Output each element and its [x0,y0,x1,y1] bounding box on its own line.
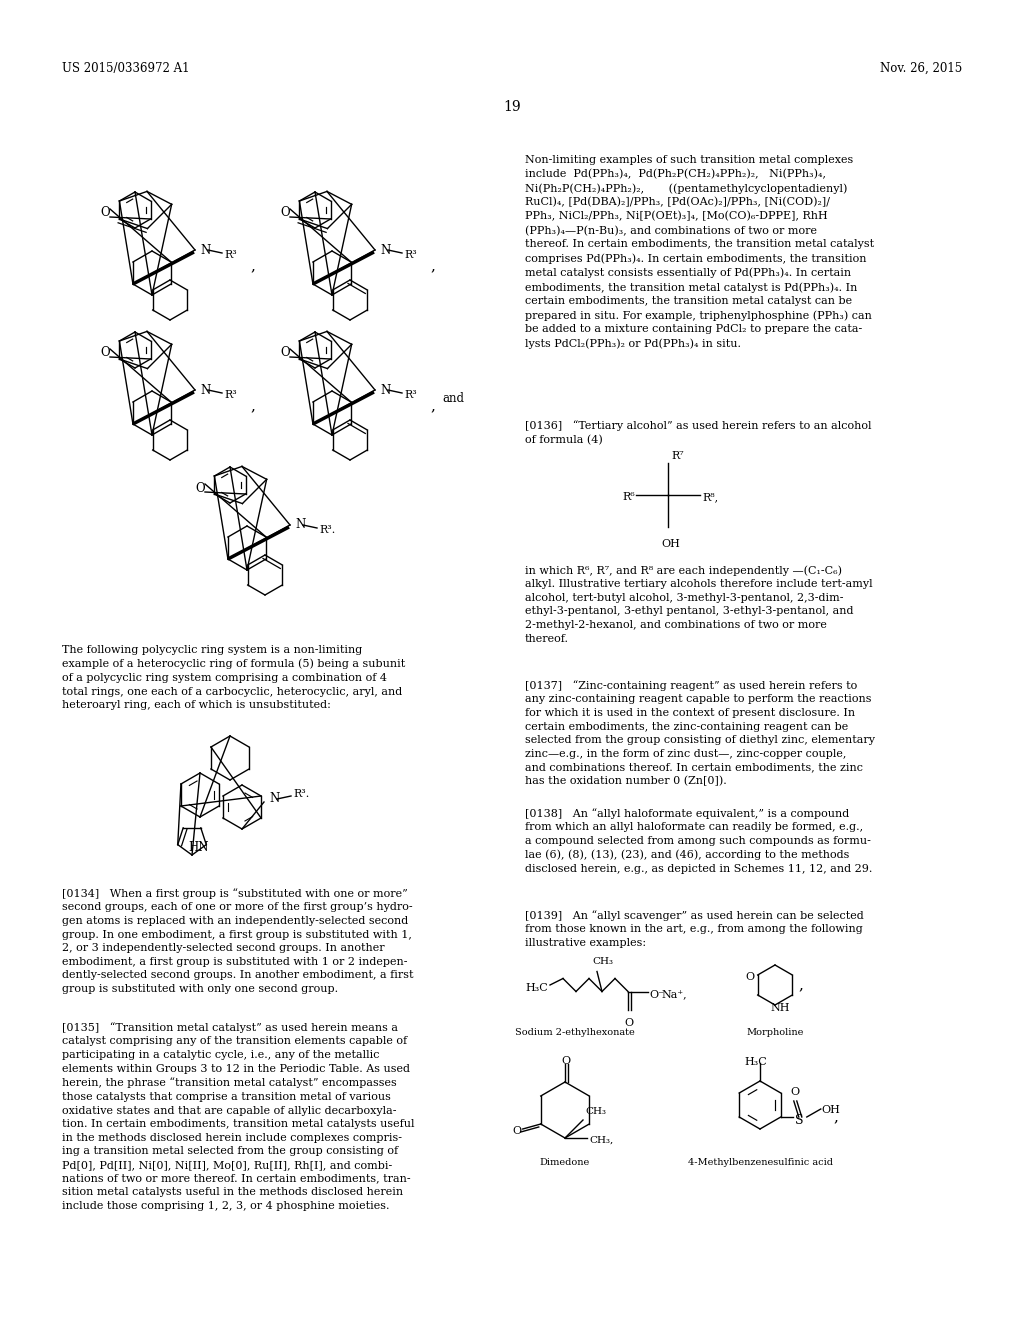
Text: O: O [791,1086,800,1097]
Text: R³: R³ [404,389,417,400]
Text: R³: R³ [224,249,237,260]
Text: The following polycyclic ring system is a non-limiting
example of a heterocyclic: The following polycyclic ring system is … [62,645,406,710]
Text: N: N [380,384,390,396]
Text: H₃C: H₃C [525,983,548,993]
Text: HN: HN [188,841,209,854]
Text: Non-limiting examples of such transition metal complexes
include  Pd(PPh₃)₄,  Pd: Non-limiting examples of such transition… [525,154,874,348]
Text: [0135]   “Transition metal catalyst” as used herein means a
catalyst comprising : [0135] “Transition metal catalyst” as us… [62,1022,415,1210]
Text: CH₃: CH₃ [592,957,613,966]
Text: N: N [200,243,210,256]
Text: Dimedone: Dimedone [540,1158,590,1167]
Text: O⁻: O⁻ [649,990,664,999]
Text: O: O [561,1056,570,1067]
Text: O: O [196,482,205,495]
Text: N: N [380,243,390,256]
Text: Nov. 26, 2015: Nov. 26, 2015 [880,62,962,75]
Text: O: O [100,206,110,219]
Text: ,: , [430,399,435,413]
Text: Na⁺,: Na⁺, [662,990,687,999]
Text: H₃C: H₃C [744,1057,767,1067]
Text: ,: , [430,259,435,273]
Text: OH: OH [822,1105,841,1115]
Text: in which R⁶, R⁷, and R⁸ are each independently —(C₁-C₆)
alkyl. Illustrative tert: in which R⁶, R⁷, and R⁸ are each indepen… [525,565,872,644]
Text: R⁸,: R⁸, [702,492,718,502]
Text: O: O [281,346,290,359]
Text: ,: , [834,1110,839,1125]
Text: [0138]   An “allyl haloformate equivalent,” is a compound
from which an allyl ha: [0138] An “allyl haloformate equivalent,… [525,808,872,874]
Text: [0139]   An “allyl scavenger” as used herein can be selected
from those known in: [0139] An “allyl scavenger” as used here… [525,909,864,948]
Text: R³.: R³. [293,789,309,799]
Text: S: S [795,1114,803,1126]
Text: R⁶: R⁶ [622,492,635,502]
Text: [0137]   “Zinc-containing reagent” as used herein refers to
any zinc-containing : [0137] “Zinc-containing reagent” as used… [525,680,874,787]
Text: ,: , [250,399,255,413]
Text: O: O [281,206,290,219]
Text: O: O [513,1126,522,1137]
Text: US 2015/0336972 A1: US 2015/0336972 A1 [62,62,189,75]
Text: R⁷: R⁷ [671,451,684,461]
Text: and: and [442,392,464,405]
Text: OH: OH [662,539,680,549]
Text: N: N [295,519,305,532]
Text: ,: , [250,259,255,273]
Text: N: N [269,792,280,805]
Text: R³: R³ [404,249,417,260]
Text: O: O [100,346,110,359]
Text: Sodium 2-ethylhexonate: Sodium 2-ethylhexonate [515,1028,635,1038]
Text: CH₃,: CH₃, [589,1135,613,1144]
Text: R³: R³ [224,389,237,400]
Text: 19: 19 [503,100,521,114]
Text: [0136]   “Tertiary alcohol” as used herein refers to an alcohol
of formula (4): [0136] “Tertiary alcohol” as used herein… [525,420,871,445]
Text: R³.: R³. [319,525,335,535]
Text: O: O [624,1018,633,1027]
Text: O: O [745,972,754,982]
Text: [0134]   When a first group is “substituted with one or more”
second groups, eac: [0134] When a first group is “substitute… [62,888,414,994]
Text: ,: , [798,978,803,993]
Text: N: N [200,384,210,396]
Text: CH₃: CH₃ [585,1107,606,1115]
Text: Morpholine: Morpholine [746,1028,804,1038]
Text: NH: NH [770,1003,790,1012]
Text: 4-Methylbenzenesulfinic acid: 4-Methylbenzenesulfinic acid [687,1158,833,1167]
